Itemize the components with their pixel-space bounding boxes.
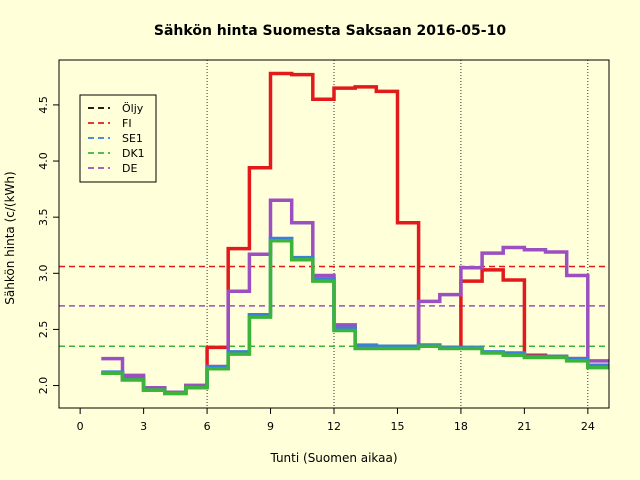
x-axis-label: Tunti (Suomen aikaa) [269, 451, 397, 465]
x-tick-label: 24 [581, 420, 595, 433]
gridlines [206, 60, 589, 408]
legend-label: DE [122, 162, 137, 175]
x-tick-label: 18 [454, 420, 468, 433]
y-tick-label: 2.0 [37, 377, 50, 395]
chart-title: Sähkön hinta Suomesta Saksaan 2016-05-10 [154, 23, 506, 39]
legend: Öljy FI SE1 DK1 DE [79, 94, 157, 183]
legend-label: SE1 [122, 132, 143, 145]
y-tick-label: 3.0 [37, 265, 50, 283]
x-tick-label: 12 [327, 420, 341, 433]
y-tick-label: 3.5 [37, 208, 50, 226]
x-tick-label: 21 [517, 420, 531, 433]
x-tick-label: 9 [267, 420, 274, 433]
y-tick-label: 2.5 [37, 321, 50, 339]
series-line-se1 [101, 236, 609, 396]
series-line-dk1 [101, 238, 609, 396]
y-axis-label: Sähkön hinta (c/(kWh) [3, 171, 17, 304]
axes: 0 3 6 9 12 15 18 21 24 2.0 2.5 3.0 3.5 4.0 4.5 [37, 59, 610, 433]
x-tick-label: 15 [390, 420, 404, 433]
legend-label: FI [122, 117, 132, 130]
y-tick-label: 4.0 [37, 152, 50, 170]
x-tick-label: 3 [140, 420, 147, 433]
series-lines [101, 71, 609, 396]
series-line-de [101, 198, 609, 395]
x-tick-label: 6 [204, 420, 211, 433]
legend-label: DK1 [122, 147, 145, 160]
y-tick-label: 4.5 [37, 96, 50, 114]
x-tick-label: 0 [77, 420, 84, 433]
legend-label: Öljy [122, 102, 144, 115]
